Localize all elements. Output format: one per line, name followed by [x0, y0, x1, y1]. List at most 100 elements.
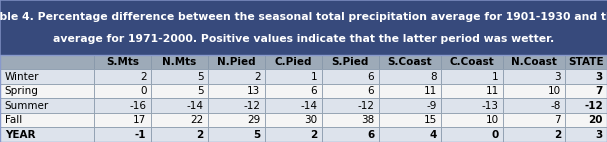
- Bar: [441, 55, 503, 69]
- Bar: [151, 55, 208, 69]
- Text: 11: 11: [423, 86, 436, 96]
- Text: 13: 13: [247, 86, 260, 96]
- Bar: [503, 55, 566, 69]
- Bar: [208, 84, 265, 98]
- Bar: [379, 128, 441, 142]
- Text: 6: 6: [368, 72, 375, 82]
- Text: 3: 3: [595, 72, 603, 82]
- Bar: [566, 84, 607, 98]
- Text: 10: 10: [548, 86, 561, 96]
- Bar: [0, 69, 94, 84]
- Text: 6: 6: [368, 86, 375, 96]
- Bar: [322, 84, 379, 98]
- Bar: [379, 113, 441, 128]
- Bar: [441, 98, 503, 113]
- Bar: [441, 84, 503, 98]
- Bar: [322, 55, 379, 69]
- Text: S.Pied: S.Pied: [331, 57, 368, 67]
- Bar: [208, 69, 265, 84]
- Text: 2: 2: [254, 72, 260, 82]
- Bar: [94, 69, 151, 84]
- Text: Table 4. Percentage difference between the seasonal total precipitation average : Table 4. Percentage difference between t…: [0, 12, 607, 22]
- Text: S.Mts: S.Mts: [106, 57, 139, 67]
- Bar: [0, 113, 94, 128]
- Text: -14: -14: [300, 101, 317, 111]
- Bar: [566, 113, 607, 128]
- Bar: [265, 128, 322, 142]
- Text: 0: 0: [140, 86, 146, 96]
- Bar: [208, 128, 265, 142]
- Bar: [379, 84, 441, 98]
- Text: 8: 8: [430, 72, 436, 82]
- Bar: [441, 69, 503, 84]
- Bar: [151, 98, 208, 113]
- Bar: [265, 84, 322, 98]
- Bar: [151, 128, 208, 142]
- Bar: [322, 69, 379, 84]
- Bar: [151, 84, 208, 98]
- Text: -12: -12: [243, 101, 260, 111]
- Text: 6: 6: [367, 130, 375, 140]
- Text: 30: 30: [304, 115, 317, 125]
- Text: 4: 4: [429, 130, 436, 140]
- Bar: [566, 55, 607, 69]
- Text: YEAR: YEAR: [5, 130, 35, 140]
- Text: 6: 6: [311, 86, 317, 96]
- Bar: [0, 128, 94, 142]
- Text: 3: 3: [555, 72, 561, 82]
- Text: N.Pied: N.Pied: [217, 57, 256, 67]
- Text: 1: 1: [492, 72, 499, 82]
- Text: -8: -8: [551, 101, 561, 111]
- Bar: [265, 69, 322, 84]
- Bar: [379, 55, 441, 69]
- Text: 20: 20: [588, 115, 603, 125]
- Text: Winter: Winter: [5, 72, 39, 82]
- Bar: [208, 98, 265, 113]
- Text: 5: 5: [253, 130, 260, 140]
- Text: 15: 15: [423, 115, 436, 125]
- Text: C.Coast: C.Coast: [450, 57, 494, 67]
- Text: 38: 38: [361, 115, 375, 125]
- Text: 0: 0: [492, 130, 499, 140]
- Text: Fall: Fall: [5, 115, 22, 125]
- Text: -13: -13: [482, 101, 499, 111]
- Bar: [0, 84, 94, 98]
- Text: STATE: STATE: [568, 57, 604, 67]
- Text: 2: 2: [196, 130, 203, 140]
- Bar: [503, 113, 566, 128]
- Text: C.Pied: C.Pied: [274, 57, 312, 67]
- Text: 3: 3: [595, 130, 603, 140]
- Bar: [503, 98, 566, 113]
- Text: 2: 2: [140, 72, 146, 82]
- Bar: [265, 113, 322, 128]
- Text: 2: 2: [310, 130, 317, 140]
- Text: 10: 10: [486, 115, 499, 125]
- Bar: [151, 113, 208, 128]
- Text: Spring: Spring: [5, 86, 39, 96]
- Text: -16: -16: [129, 101, 146, 111]
- Text: 11: 11: [486, 86, 499, 96]
- Bar: [94, 113, 151, 128]
- Bar: [322, 128, 379, 142]
- Bar: [94, 84, 151, 98]
- Text: average for 1971-2000. Positive values indicate that the latter period was wette: average for 1971-2000. Positive values i…: [53, 34, 554, 44]
- Text: 5: 5: [197, 72, 203, 82]
- Text: 17: 17: [134, 115, 146, 125]
- Text: 29: 29: [247, 115, 260, 125]
- Bar: [441, 128, 503, 142]
- Bar: [265, 98, 322, 113]
- Bar: [265, 55, 322, 69]
- Bar: [379, 98, 441, 113]
- Text: -1: -1: [135, 130, 146, 140]
- Text: 5: 5: [197, 86, 203, 96]
- Bar: [503, 84, 566, 98]
- Bar: [503, 69, 566, 84]
- Text: N.Coast: N.Coast: [511, 57, 557, 67]
- Bar: [322, 113, 379, 128]
- Text: 2: 2: [554, 130, 561, 140]
- Text: -12: -12: [358, 101, 375, 111]
- Text: 22: 22: [190, 115, 203, 125]
- Bar: [0, 98, 94, 113]
- Text: -14: -14: [186, 101, 203, 111]
- Text: S.Coast: S.Coast: [387, 57, 432, 67]
